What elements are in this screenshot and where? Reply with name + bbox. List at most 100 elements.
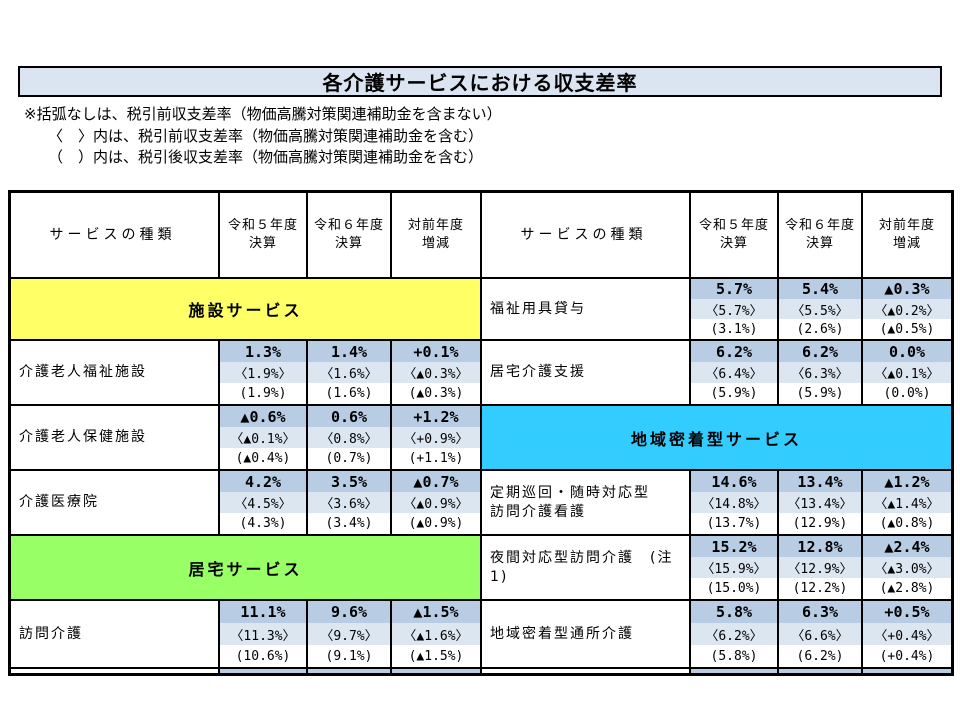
value-cell: ▲0.7% 〈▲0.9%〉 (▲0.9%) [392, 471, 480, 534]
value-cell [779, 669, 863, 673]
value-posttax-incl-subsidy: (5.8%) [691, 645, 777, 667]
value-pretax-incl-subsidy: 〈6.3%〉 [779, 362, 861, 383]
value-pretax-incl-subsidy: 〈14.8%〉 [691, 492, 777, 513]
value-pretax-incl-subsidy: 〈▲1.6%〉 [392, 623, 480, 645]
value-posttax-incl-subsidy: (1.9%) [220, 383, 306, 404]
column-header-service: サービスの種類 [482, 193, 691, 277]
value-pretax-excl-subsidy: 13.4% [779, 471, 861, 492]
value-pretax-excl-subsidy: 5.8% [691, 601, 777, 623]
value-pretax-excl-subsidy [691, 669, 777, 673]
value-pretax-excl-subsidy [220, 669, 306, 673]
banner-community-based-services: 地域密着型サービス [482, 406, 951, 469]
value-pretax-incl-subsidy: 〈6.6%〉 [779, 623, 861, 645]
row-welfare-equipment-rental-name: 福祉用具貸与 [482, 279, 691, 339]
value-pretax-incl-subsidy: 〈▲0.3%〉 [392, 362, 480, 383]
table-row-right-section: 居宅介護支援 6.2% 〈6.4%〉 (5.9%) 6.2% 〈6.3%〉 (5.9%) 0.… [482, 341, 951, 404]
column-header-line: 決算 [248, 236, 277, 251]
value-pretax-excl-subsidy [779, 669, 861, 673]
margin-table: サービスの種類 令和５年度 決算 令和６年度 決算 対前年度 増減 サービスの種… [8, 190, 954, 676]
value-pretax-excl-subsidy: 5.7% [691, 279, 777, 299]
note-line-angle-brackets: 〈 〉内は、税引前収支差率（物価高騰対策関連補助金を含む） [48, 126, 484, 145]
value-cell: 12.8% 〈12.9%〉 (12.2%) [779, 536, 863, 599]
value-cell: 5.8% 〈6.2%〉 (5.8%) [691, 601, 779, 667]
table-row [11, 667, 951, 673]
value-pretax-excl-subsidy: 1.3% [220, 341, 306, 362]
column-header-line: 増減 [421, 236, 450, 251]
value-pretax-excl-subsidy: +0.1% [392, 341, 480, 362]
value-pretax-excl-subsidy: 0.6% [308, 406, 390, 427]
value-posttax-incl-subsidy: (▲0.9%) [392, 513, 480, 534]
value-cell: ▲2.4% 〈▲3.0%〉 (▲2.8%) [863, 536, 951, 599]
value-cell: 15.2% 〈15.9%〉 (15.0%) [691, 536, 779, 599]
value-posttax-incl-subsidy: (12.9%) [779, 513, 861, 534]
title-box: 各介護サービスにおける収支差率 [18, 66, 942, 97]
column-header-line: 増減 [892, 236, 921, 251]
table-row-right-section: 定期巡回・随時対応型 訪問介護看護 14.6% 〈14.8%〉 (13.7%) 13.4… [482, 471, 951, 534]
column-header-line: 決算 [334, 236, 363, 251]
table-row-left-section: 施設サービス [11, 279, 482, 339]
value-pretax-excl-subsidy: +1.2% [392, 406, 480, 427]
value-pretax-excl-subsidy: +0.5% [863, 601, 951, 623]
row-care-medical-institute-name: 介護医療院 [11, 471, 220, 534]
value-posttax-incl-subsidy: (+1.1%) [392, 448, 480, 469]
value-posttax-incl-subsidy: (6.2%) [779, 645, 861, 667]
value-pretax-excl-subsidy: 6.3% [779, 601, 861, 623]
value-cell: ▲0.3% 〈▲0.2%〉 (▲0.5%) [863, 279, 951, 339]
value-cell: 6.3% 〈6.6%〉 (6.2%) [779, 601, 863, 667]
value-pretax-incl-subsidy: 〈1.9%〉 [220, 362, 306, 383]
value-posttax-incl-subsidy: (3.4%) [308, 513, 390, 534]
value-cell [863, 669, 951, 673]
value-pretax-excl-subsidy: ▲1.2% [863, 471, 951, 492]
value-cell: 6.2% 〈6.4%〉 (5.9%) [691, 341, 779, 404]
value-cell: 1.3% 〈1.9%〉 (1.9%) [220, 341, 308, 404]
table-row: 介護老人保健施設 ▲0.6% 〈▲0.1%〉 (▲0.4%) 0.6% 〈0.8%〉 (0.… [11, 404, 951, 469]
value-pretax-incl-subsidy: 〈3.6%〉 [308, 492, 390, 513]
note-line-parentheses: （ ）内は、税引後収支差率（物価高騰対策関連補助金を含む） [48, 148, 484, 166]
value-posttax-incl-subsidy: (5.9%) [779, 383, 861, 404]
value-pretax-excl-subsidy: 6.2% [691, 341, 777, 362]
value-pretax-incl-subsidy: 〈▲0.9%〉 [392, 492, 480, 513]
value-cell: 0.6% 〈0.8%〉 (0.7%) [308, 406, 392, 469]
column-header-line: 令和６年度 [313, 218, 384, 233]
value-cell [220, 669, 308, 673]
value-pretax-excl-subsidy: ▲0.3% [863, 279, 951, 299]
value-pretax-incl-subsidy: 〈9.7%〉 [308, 623, 390, 645]
value-posttax-incl-subsidy: (13.7%) [691, 513, 777, 534]
value-pretax-incl-subsidy: 〈15.9%〉 [691, 557, 777, 578]
value-pretax-excl-subsidy: ▲0.6% [220, 406, 306, 427]
table-row: 施設サービス 福祉用具貸与 5.7% 〈5.7%〉 (3.1%) 5.4% 〈5.5%〉 (2… [11, 277, 951, 339]
value-cell: ▲1.2% 〈▲1.4%〉 (▲0.8%) [863, 471, 951, 534]
table-row-right-section: 夜間対応型訪問介護 (注1) 15.2% 〈15.9%〉 (15.0%) 12.8% 〈1… [482, 536, 951, 599]
row-elderly-welfare-facility-name: 介護老人福祉施設 [11, 341, 220, 404]
value-pretax-excl-subsidy: 1.4% [308, 341, 390, 362]
banner-home-services: 居宅サービス [11, 536, 480, 599]
value-cell: 5.7% 〈5.7%〉 (3.1%) [691, 279, 779, 339]
column-header-line: 令和５年度 [698, 218, 769, 233]
value-posttax-incl-subsidy: (0.0%) [863, 383, 951, 404]
value-pretax-excl-subsidy: ▲1.5% [392, 601, 480, 623]
value-pretax-incl-subsidy: 〈6.2%〉 [691, 623, 777, 645]
column-header-reiwa5: 令和５年度 決算 [220, 193, 308, 277]
value-cell: ▲0.6% 〈▲0.1%〉 (▲0.4%) [220, 406, 308, 469]
value-posttax-incl-subsidy: (9.1%) [308, 645, 390, 667]
value-posttax-incl-subsidy: (▲2.8%) [863, 578, 951, 599]
value-pretax-incl-subsidy: 〈▲1.4%〉 [863, 492, 951, 513]
row-visiting-care-name: 訪問介護 [11, 601, 220, 667]
value-pretax-excl-subsidy: ▲0.7% [392, 471, 480, 492]
value-pretax-excl-subsidy [392, 669, 480, 673]
value-pretax-excl-subsidy: 6.2% [779, 341, 861, 362]
value-pretax-incl-subsidy: 〈▲0.1%〉 [863, 362, 951, 383]
table-row: 介護医療院 4.2% 〈4.5%〉 (4.3%) 3.5% 〈3.6%〉 (3.4%) ▲0.… [11, 469, 951, 534]
value-cell: 6.2% 〈6.3%〉 (5.9%) [779, 341, 863, 404]
value-posttax-incl-subsidy: (1.6%) [308, 383, 390, 404]
value-cell: ▲1.5% 〈▲1.6%〉 (▲1.5%) [392, 601, 480, 667]
value-cell: +1.2% 〈+0.9%〉 (+1.1%) [392, 406, 480, 469]
value-pretax-excl-subsidy: ▲2.4% [863, 536, 951, 557]
value-pretax-excl-subsidy: 4.2% [220, 471, 306, 492]
value-posttax-incl-subsidy: (▲1.5%) [392, 645, 480, 667]
value-cell [392, 669, 480, 673]
row-community-based-day-care-name: 地域密着型通所介護 [482, 601, 691, 667]
column-header-line: 決算 [719, 236, 748, 251]
row-night-visiting-care-name: 夜間対応型訪問介護 (注1) [482, 536, 691, 599]
value-cell [691, 669, 779, 673]
